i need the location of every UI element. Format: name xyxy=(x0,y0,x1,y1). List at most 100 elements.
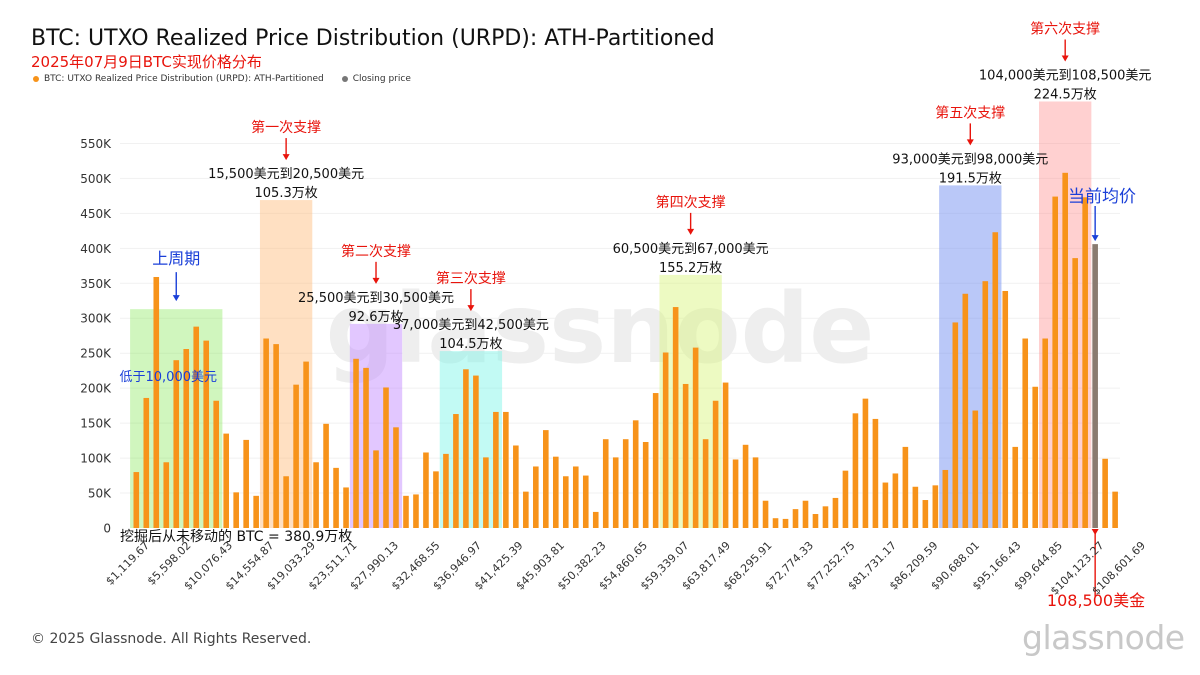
y-tick-label: 450K xyxy=(80,207,112,221)
bar xyxy=(393,427,399,528)
bar xyxy=(273,344,279,528)
bar xyxy=(582,475,589,528)
chart-subtitle: 2025年07月9日BTC实现价格分布 xyxy=(31,53,262,71)
bar xyxy=(1112,491,1118,528)
zone-1-inner-label: 低于10,000美元 xyxy=(120,370,218,385)
zone-4-arrow-head xyxy=(467,305,475,312)
bar xyxy=(203,340,210,528)
zone-6-arrow-head xyxy=(966,139,974,146)
zone-6-amount-label: 191.5万枚 xyxy=(939,171,1002,186)
bar xyxy=(513,445,519,528)
bar xyxy=(702,439,709,528)
zone-2-range-label: 15,500美元到20,500美元 xyxy=(208,167,364,182)
bar xyxy=(263,338,269,528)
bar xyxy=(413,494,419,528)
bar xyxy=(1072,258,1078,528)
bar xyxy=(672,307,679,528)
bar xyxy=(552,456,559,528)
support-zone-5 xyxy=(659,274,722,528)
bar xyxy=(842,470,849,528)
bar xyxy=(183,349,190,528)
bar xyxy=(433,471,439,528)
bar xyxy=(982,281,989,528)
bar xyxy=(752,457,759,528)
bar xyxy=(423,452,429,528)
legend-swatch-closing xyxy=(341,76,348,82)
zone-7-arrow-head xyxy=(1061,55,1069,62)
bar xyxy=(403,495,409,528)
y-tick-label: 50K xyxy=(88,487,112,501)
legend-entry-closing[interactable]: Closing price xyxy=(341,74,411,84)
bar xyxy=(952,322,959,528)
bar xyxy=(493,411,499,528)
bar xyxy=(363,367,369,528)
zone-4-header: 第三次支撑 xyxy=(436,270,506,287)
bar xyxy=(463,369,469,528)
bar xyxy=(1102,458,1108,528)
bar xyxy=(213,400,220,528)
zone-7-amount-label: 224.5万枚 xyxy=(1034,87,1097,102)
bar xyxy=(642,441,649,528)
bar xyxy=(652,393,659,528)
bar xyxy=(602,439,609,528)
y-tick-label: 150K xyxy=(80,417,112,431)
zone-4-amount-label: 104.5万枚 xyxy=(439,337,502,352)
bar xyxy=(193,326,200,528)
bar xyxy=(223,433,229,528)
legend-entry-urpd[interactable]: BTC: UTXO Realized Price Distribution (U… xyxy=(33,74,324,84)
bar xyxy=(503,411,509,528)
bar xyxy=(173,360,180,528)
bar xyxy=(682,383,689,528)
bar xyxy=(1052,196,1058,528)
zone-2-amount-label: 105.3万枚 xyxy=(255,186,318,201)
bar xyxy=(742,444,749,528)
bar xyxy=(1032,386,1039,528)
bar xyxy=(153,276,160,528)
zone-3-amount-label: 92.6万枚 xyxy=(349,310,404,325)
legend: BTC: UTXO Realized Price Distribution (U… xyxy=(33,74,429,84)
bar xyxy=(562,476,569,528)
bar xyxy=(383,387,389,528)
y-tick-label: 100K xyxy=(80,452,112,466)
bar xyxy=(323,423,329,528)
legend-label-urpd: BTC: UTXO Realized Price Distribution (U… xyxy=(44,74,324,84)
bar xyxy=(822,506,829,528)
y-tick-label: 250K xyxy=(80,347,112,361)
never-moved-note: 挖掘后从未移动的 BTC = 380.9万枚 xyxy=(120,529,352,545)
current-price-arrow-head xyxy=(1091,235,1099,242)
bar xyxy=(353,358,359,528)
bar xyxy=(533,466,539,528)
zone-7-range-label: 104,000美元到108,500美元 xyxy=(979,68,1152,83)
zone-3-header: 第二次支撑 xyxy=(341,243,411,260)
bar xyxy=(143,397,150,528)
chart-title: BTC: UTXO Realized Price Distribution (U… xyxy=(31,26,715,51)
bar xyxy=(133,472,140,528)
bar xyxy=(732,459,739,528)
zone-7-header: 第六次支撑 xyxy=(1030,20,1100,37)
bar xyxy=(233,492,239,528)
bar xyxy=(572,466,579,528)
bar xyxy=(163,462,170,528)
glassnode-logo: glassnode xyxy=(1022,618,1185,657)
bar xyxy=(932,485,939,528)
bar xyxy=(1002,290,1009,528)
zone-5-amount-label: 155.2万枚 xyxy=(659,261,722,276)
bar xyxy=(1042,338,1049,528)
zone-4-range-label: 37,000美元到42,500美元 xyxy=(393,318,549,333)
bar xyxy=(852,413,859,528)
y-tick-label: 200K xyxy=(80,382,112,396)
legend-swatch-urpd xyxy=(33,76,39,82)
zone-6-range-label: 93,000美元到98,000美元 xyxy=(892,152,1048,167)
zone-3-range-label: 25,500美元到30,500美元 xyxy=(298,291,454,306)
bar xyxy=(722,382,729,528)
zone-3-arrow-head xyxy=(372,277,380,284)
bar xyxy=(912,486,919,528)
price-pointer-arrow-head xyxy=(1091,529,1099,535)
bar xyxy=(313,462,319,528)
support-zone-4 xyxy=(439,351,503,528)
bar xyxy=(622,439,629,528)
closing-price-bar xyxy=(1092,244,1098,528)
bar xyxy=(253,495,259,528)
bar xyxy=(243,439,249,528)
bar xyxy=(712,400,719,528)
